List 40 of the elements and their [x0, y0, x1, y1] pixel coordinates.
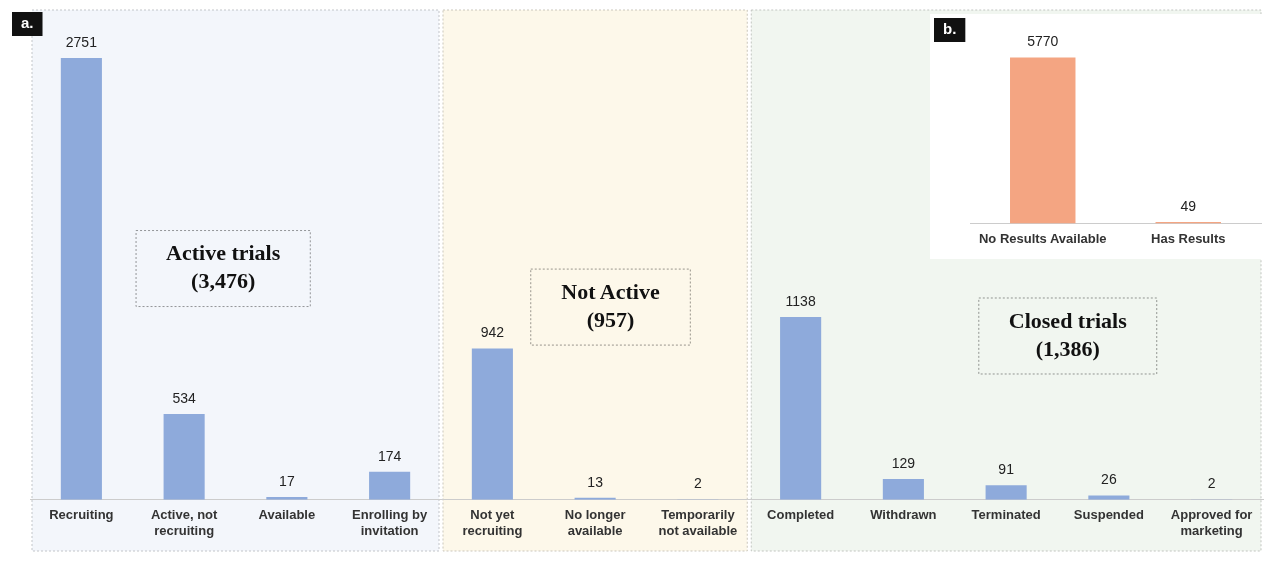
text: a.: [21, 14, 34, 32]
data-label: 534: [172, 389, 197, 406]
data-label: 942: [480, 324, 505, 341]
bar: [60, 57, 102, 500]
x-tick-label: Temporarily not available: [658, 507, 738, 538]
x-tick-label: Active, not recruiting: [150, 507, 219, 538]
bar: [882, 479, 924, 500]
x-tick-label: Recruiting: [49, 507, 114, 523]
data-label: 49: [1180, 197, 1197, 214]
x-tick-label: Terminated: [971, 507, 1041, 523]
x-tick-label: Available: [258, 507, 316, 523]
bar: [780, 317, 822, 500]
x-tick-label: Not yet recruiting: [462, 507, 523, 538]
data-label: 2751: [65, 33, 98, 50]
bar: [163, 414, 205, 500]
x-tick-label: Withdrawn: [870, 507, 937, 523]
band-label: Closed trials (1,386): [1008, 307, 1128, 361]
bar: [369, 471, 411, 500]
data-label: 2: [1207, 475, 1216, 492]
data-label: 26: [1101, 471, 1117, 488]
data-label: 17: [279, 472, 295, 489]
data-label: 5770: [1027, 33, 1059, 50]
x-tick-label: Suspended: [1073, 507, 1144, 523]
x-tick-label: No Results Available: [978, 230, 1107, 246]
bar: [985, 485, 1027, 500]
x-tick-label: Completed: [767, 507, 835, 523]
x-tick-label: Approved for marketing: [1170, 507, 1253, 538]
x-tick-label: No longer available: [564, 507, 626, 538]
x-tick-label: Has Results: [1151, 230, 1226, 246]
data-label: 129: [891, 454, 916, 471]
data-label: 1138: [785, 292, 816, 309]
x-tick-label: Enrolling by invitation: [352, 507, 428, 538]
data-label: 91: [998, 461, 1015, 478]
bar: [471, 348, 513, 500]
band-label: Not Active (957): [561, 278, 660, 332]
band-label: Active trials (3,476): [166, 240, 281, 294]
text: b.: [943, 20, 957, 38]
data-label: 2: [693, 475, 702, 492]
data-label: 13: [587, 473, 604, 490]
data-label: 174: [377, 447, 402, 464]
